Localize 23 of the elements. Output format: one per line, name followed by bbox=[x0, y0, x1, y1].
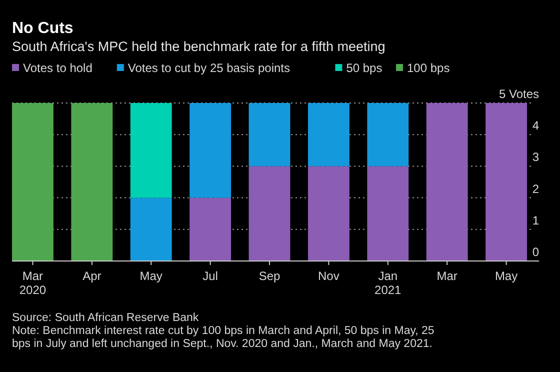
x-tick-label: May bbox=[494, 269, 518, 283]
y-tick-label: 4 bbox=[532, 118, 540, 133]
legend-label: 50 bps bbox=[346, 61, 382, 75]
y-tick-label: 3 bbox=[532, 150, 540, 164]
x-tick-label: Jan 2021 bbox=[374, 269, 402, 297]
legend-label: Votes to cut by 25 basis points bbox=[128, 61, 290, 75]
x-tick-label: Mar 2020 bbox=[19, 269, 46, 297]
chart-subtitle: South Africa's MPC held the benchmark rate for a fifth meeting bbox=[12, 39, 386, 54]
y-tick-label: 0 bbox=[532, 245, 540, 259]
x-tick-label: Apr bbox=[82, 269, 102, 283]
x-tick-label: Mar bbox=[436, 269, 458, 283]
x-tick-label: Jul bbox=[202, 269, 218, 283]
x-tick-label: Sep bbox=[258, 269, 280, 283]
y-tick-label: 1 bbox=[532, 213, 540, 228]
y-tick-label: 2 bbox=[532, 182, 540, 196]
y-tick-label: 5 Votes bbox=[498, 87, 539, 101]
text: Note: Benchmark interest rate cut by 100 bps in March and April, 50 bps in May, 25 bps in July and left unchanged in Sept., Nov. 2020 and Jan., March and May 2021. bbox=[12, 325, 434, 350]
chart-title: No Cuts bbox=[12, 20, 74, 37]
legend-label: 100 bps bbox=[407, 61, 450, 75]
x-tick-label: May bbox=[140, 269, 162, 283]
legend-label: Votes to hold bbox=[23, 61, 92, 75]
source-note: Source: South African Reserve Bank bbox=[12, 312, 199, 324]
x-tick-label: Nov bbox=[318, 269, 340, 283]
